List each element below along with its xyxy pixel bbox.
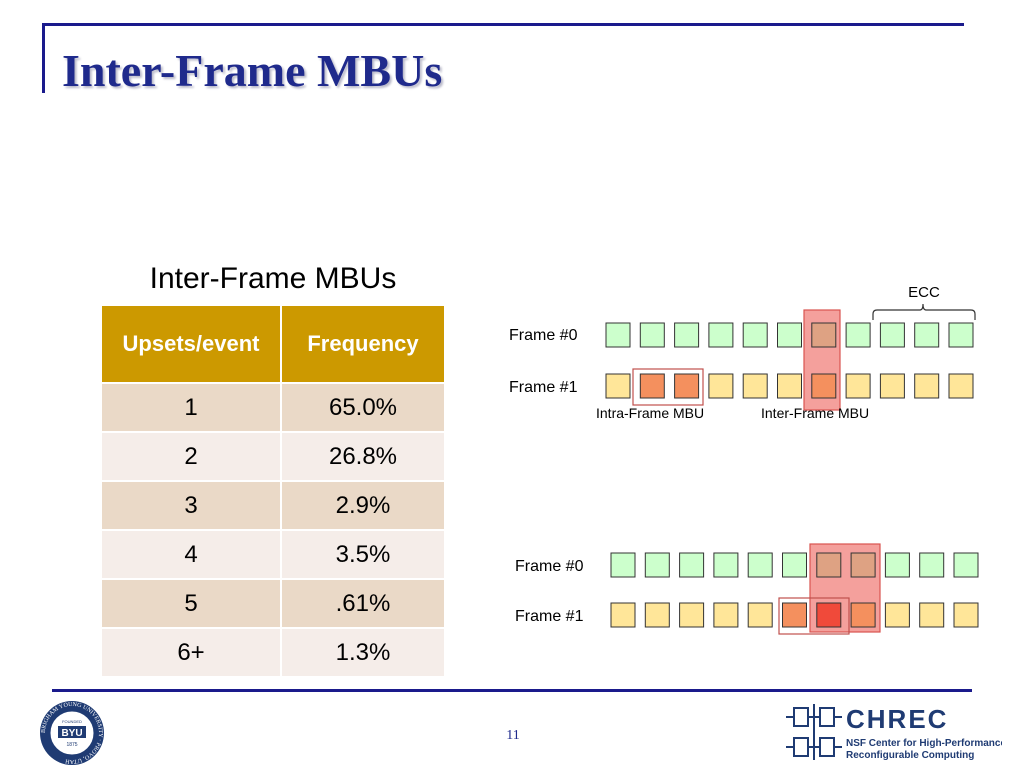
memory-cell bbox=[919, 602, 945, 628]
memory-cell bbox=[953, 602, 979, 628]
memory-cell bbox=[919, 552, 945, 578]
bottom-frame0-label: Frame #0 bbox=[515, 558, 584, 575]
table-row: 4 3.5% bbox=[102, 529, 444, 579]
memory-cell bbox=[644, 552, 670, 578]
table-row: 6+ 1.3% bbox=[102, 627, 444, 676]
page-number: 11 bbox=[506, 728, 520, 743]
chrec-logo: CHREC NSF Center for High-Performance Re… bbox=[786, 704, 1002, 761]
frequency-cell: 3.5% bbox=[281, 529, 444, 579]
memory-cell bbox=[610, 602, 636, 628]
seal-founded: FOUNDED bbox=[62, 719, 82, 724]
memory-cell bbox=[914, 373, 940, 399]
memory-cell bbox=[747, 552, 773, 578]
frequency-cell: .61% bbox=[281, 578, 444, 628]
memory-cell bbox=[884, 602, 910, 628]
table-row: 1 65.0% bbox=[102, 382, 444, 432]
memory-cell bbox=[811, 322, 837, 348]
memory-cell bbox=[639, 373, 665, 399]
frequency-cell: 26.8% bbox=[281, 431, 444, 481]
memory-cell bbox=[782, 602, 807, 628]
memory-cell bbox=[948, 373, 974, 399]
frame1-cells bbox=[605, 373, 974, 399]
bottom-frame1-label: Frame #1 bbox=[515, 608, 584, 625]
memory-cell bbox=[713, 602, 739, 628]
upsets-cell: 2 bbox=[102, 431, 282, 481]
frequency-cell: 1.3% bbox=[281, 627, 444, 676]
table-header-row: Upsets/event Frequency bbox=[102, 306, 444, 383]
seal-year: 1875 bbox=[66, 742, 77, 748]
memory-cell bbox=[679, 602, 705, 628]
memory-cell bbox=[605, 373, 631, 399]
memory-cell bbox=[884, 552, 910, 578]
footer-line bbox=[52, 689, 972, 692]
table-row: 5 .61% bbox=[102, 578, 444, 628]
chrec-tagline-2: Reconfigurable Computing bbox=[846, 750, 974, 761]
intra-frame-highlight bbox=[778, 597, 850, 635]
memory-cell bbox=[777, 373, 802, 399]
ecc-brace bbox=[872, 303, 976, 320]
table-row: 2 26.8% bbox=[102, 431, 444, 481]
memory-cell bbox=[713, 552, 739, 578]
table-caption: Inter-Frame MBUs bbox=[149, 262, 397, 295]
memory-cell bbox=[610, 552, 636, 578]
frequency-cell: 2.9% bbox=[281, 480, 444, 530]
memory-cell bbox=[811, 373, 837, 399]
memory-cell bbox=[742, 322, 768, 348]
seal-badge bbox=[58, 726, 86, 738]
intra-frame-mbu-label: Intra-Frame MBU bbox=[596, 405, 704, 421]
memory-cell bbox=[639, 322, 665, 348]
frame0-cells bbox=[610, 552, 979, 578]
ecc-label: ECC bbox=[908, 284, 940, 301]
memory-cell bbox=[742, 373, 768, 399]
memory-cell bbox=[816, 552, 842, 578]
memory-cell bbox=[879, 322, 905, 348]
memory-cell bbox=[708, 322, 734, 348]
memory-cell bbox=[777, 322, 802, 348]
memory-cell bbox=[845, 322, 871, 348]
frequency-cell: 65.0% bbox=[281, 382, 444, 432]
upsets-cell: 3 bbox=[102, 480, 282, 530]
memory-cell bbox=[644, 602, 670, 628]
memory-cell bbox=[850, 602, 876, 628]
upsets-cell: 4 bbox=[102, 529, 282, 579]
frequency-table: Upsets/event Frequency 1 65.0% 2 26.8% 3… bbox=[102, 306, 444, 676]
memory-cell bbox=[782, 552, 807, 578]
title-frame-top-line bbox=[42, 23, 964, 26]
page-title: Inter-Frame MBUs bbox=[62, 45, 443, 96]
seal-byu-text: BYU bbox=[61, 728, 82, 739]
upsets-cell: 1 bbox=[102, 382, 282, 432]
inter-frame-mbu-label: Inter-Frame MBU bbox=[761, 405, 869, 421]
top-frame0-label: Frame #0 bbox=[509, 327, 578, 344]
memory-cell bbox=[674, 322, 700, 348]
intra-frame-highlight bbox=[632, 368, 704, 406]
memory-cell bbox=[747, 602, 773, 628]
memory-cell bbox=[953, 552, 979, 578]
memory-cell bbox=[674, 373, 700, 399]
memory-cell bbox=[845, 373, 871, 399]
title-frame-left-line bbox=[42, 23, 45, 93]
memory-cell bbox=[605, 322, 631, 348]
memory-cell bbox=[948, 322, 974, 348]
header-upsets-per-event: Upsets/event bbox=[102, 306, 282, 383]
top-frame1-label: Frame #1 bbox=[509, 379, 578, 396]
memory-cell bbox=[914, 322, 940, 348]
chrec-name: CHREC bbox=[846, 704, 948, 734]
chrec-circuit-icon bbox=[786, 704, 842, 760]
frame0-cells bbox=[605, 322, 974, 348]
byu-seal-logo: BRIGHAM YOUNG UNIVERSITY · PROVO, UTAH F… bbox=[40, 701, 104, 765]
upsets-cell: 5 bbox=[102, 578, 282, 628]
table-row: 3 2.9% bbox=[102, 480, 444, 530]
frame1-cells bbox=[610, 602, 979, 628]
chrec-tagline-1: NSF Center for High-Performance bbox=[846, 738, 1002, 749]
memory-cell bbox=[879, 373, 905, 399]
memory-cell bbox=[816, 602, 842, 628]
memory-cell bbox=[679, 552, 705, 578]
memory-cell bbox=[708, 373, 734, 399]
memory-cell bbox=[850, 552, 876, 578]
upsets-cell: 6+ bbox=[102, 627, 282, 676]
header-frequency: Frequency bbox=[281, 306, 444, 383]
